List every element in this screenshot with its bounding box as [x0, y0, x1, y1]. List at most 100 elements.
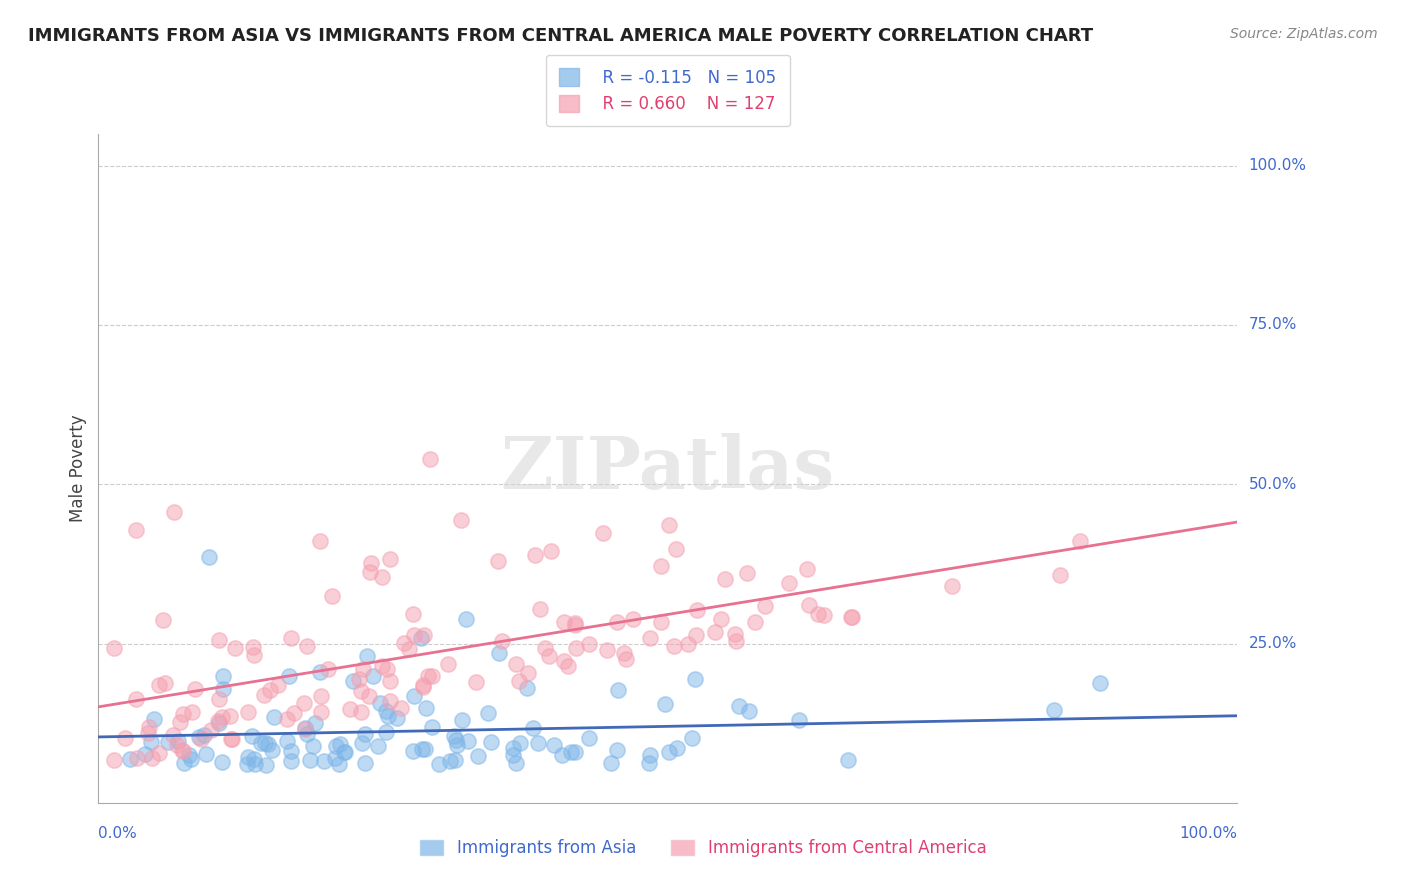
Point [352, 662, 374, 676]
Text: 75.0%: 75.0% [1249, 318, 1296, 333]
Point [294, 721, 316, 735]
Point [297, 639, 319, 653]
Point [349, 705, 371, 719]
Point [837, 753, 859, 767]
Point [350, 735, 373, 749]
Point [283, 706, 305, 720]
Point [211, 755, 233, 769]
Text: IMMIGRANTS FROM ASIA VS IMMIGRANTS FROM CENTRAL AMERICA MALE POVERTY CORRELATION: IMMIGRANTS FROM ASIA VS IMMIGRANTS FROM … [28, 27, 1094, 45]
Point [353, 756, 375, 770]
Point [606, 742, 628, 756]
Point [143, 713, 166, 727]
Point [787, 713, 810, 727]
Point [841, 609, 863, 624]
Point [446, 738, 468, 752]
Point [606, 682, 628, 697]
Point [280, 631, 302, 645]
Point [153, 676, 176, 690]
Point [138, 720, 160, 734]
Point [294, 722, 316, 736]
Point [316, 663, 339, 677]
Point [378, 673, 401, 688]
Point [250, 736, 273, 750]
Point [309, 690, 332, 704]
Point [361, 669, 384, 683]
Point [523, 549, 546, 563]
Point [385, 710, 408, 724]
Point [444, 753, 467, 767]
Point [658, 518, 681, 533]
Point [259, 682, 281, 697]
Point [505, 657, 527, 671]
Point [163, 505, 186, 519]
Point [529, 601, 551, 615]
Point [370, 696, 392, 710]
Point [1043, 703, 1066, 717]
Point [125, 691, 148, 706]
Text: Source: ZipAtlas.com: Source: ZipAtlas.com [1230, 27, 1378, 41]
Point [682, 731, 704, 745]
Point [309, 705, 332, 719]
Point [243, 648, 266, 663]
Point [297, 727, 319, 741]
Point [419, 451, 441, 466]
Point [211, 710, 233, 724]
Point [638, 632, 661, 646]
Point [257, 737, 280, 751]
Point [578, 731, 600, 746]
Point [596, 643, 619, 657]
Point [553, 615, 575, 630]
Point [299, 753, 322, 767]
Point [412, 678, 434, 692]
Point [638, 756, 661, 770]
Point [243, 752, 266, 766]
Point [402, 628, 425, 642]
Point [714, 572, 737, 586]
Point [420, 669, 443, 683]
Point [797, 598, 820, 612]
Point [242, 640, 264, 654]
Point [193, 728, 215, 742]
Point [599, 756, 621, 770]
Point [564, 615, 586, 630]
Point [356, 648, 378, 663]
Point [508, 673, 530, 688]
Text: 100.0%: 100.0% [1249, 158, 1306, 173]
Point [411, 741, 433, 756]
Point [118, 752, 141, 766]
Point [138, 725, 160, 739]
Point [276, 712, 298, 726]
Point [167, 734, 190, 748]
Y-axis label: Male Poverty: Male Poverty [69, 415, 87, 522]
Point [439, 754, 461, 768]
Point [329, 738, 352, 752]
Point [378, 694, 401, 708]
Point [1049, 567, 1071, 582]
Point [139, 735, 162, 749]
Point [309, 534, 332, 549]
Point [502, 740, 524, 755]
Point [177, 747, 200, 762]
Point [517, 666, 540, 681]
Point [725, 633, 748, 648]
Point [807, 607, 830, 622]
Point [243, 756, 266, 771]
Point [190, 731, 212, 746]
Point [754, 599, 776, 613]
Point [420, 720, 443, 734]
Point [491, 634, 513, 648]
Point [578, 637, 600, 651]
Point [375, 662, 398, 676]
Point [488, 646, 510, 660]
Point [551, 748, 574, 763]
Point [148, 746, 170, 760]
Point [172, 743, 194, 757]
Point [560, 745, 582, 759]
Point [392, 636, 415, 650]
Point [221, 732, 243, 747]
Point [1069, 533, 1091, 548]
Point [141, 751, 163, 765]
Point [813, 607, 835, 622]
Point [156, 734, 179, 748]
Point [292, 696, 315, 710]
